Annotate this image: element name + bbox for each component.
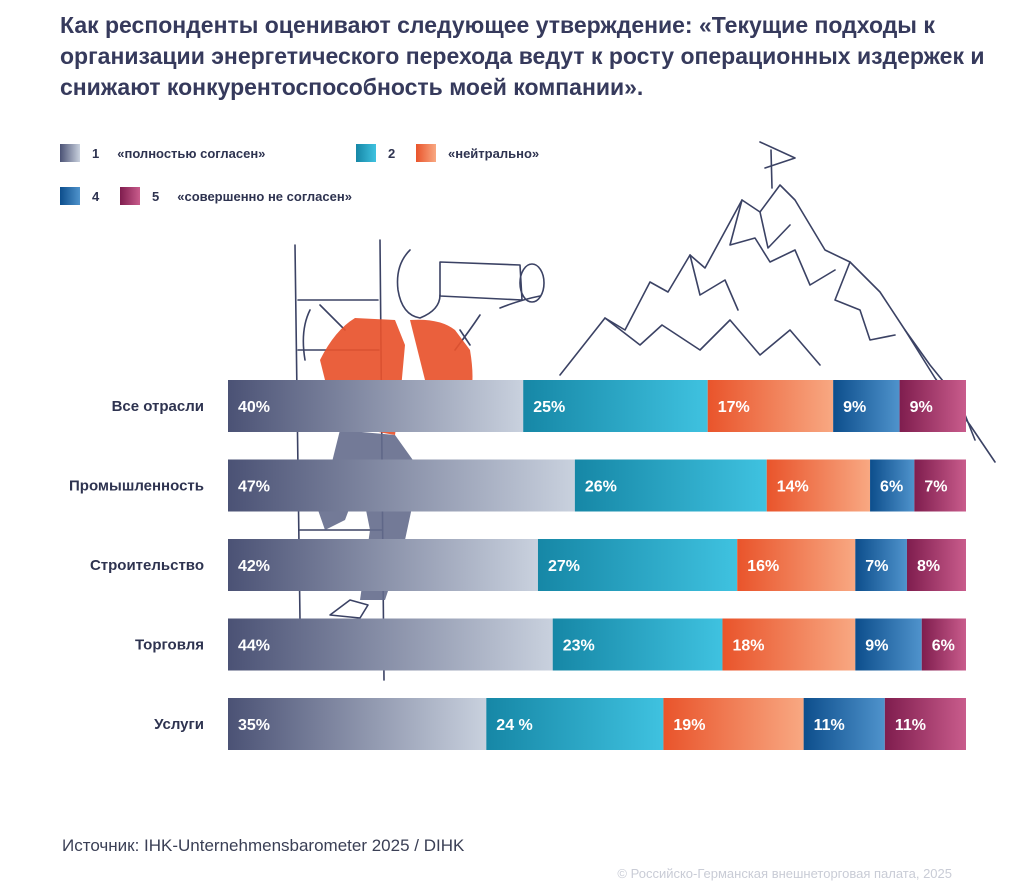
value-label: 11% — [814, 717, 845, 734]
bar-segment — [855, 539, 907, 591]
legend-swatch-1 — [60, 144, 80, 162]
value-label: 35% — [238, 717, 270, 734]
bar-segment — [486, 698, 664, 750]
bar-segment — [737, 539, 856, 591]
legend-number-1: 1 — [92, 145, 100, 161]
value-label: 27% — [548, 558, 580, 575]
bar-segment — [899, 380, 966, 432]
value-label: 16% — [747, 558, 779, 575]
legend-number-4: 4 — [92, 188, 100, 204]
value-label: 8% — [917, 558, 940, 575]
bar-segment — [537, 539, 738, 591]
bar-segment — [855, 618, 922, 671]
value-label: 17% — [718, 399, 750, 416]
bar-segment — [228, 618, 553, 671]
legend-number-5: 5 — [152, 188, 160, 204]
bar-segment — [870, 459, 915, 512]
value-label: 9% — [865, 638, 888, 655]
category-label: Все отрасли — [112, 398, 204, 415]
category-label: Торговля — [135, 637, 204, 654]
legend-label-5: «совершенно не согласен» — [177, 188, 352, 204]
value-label: 7% — [865, 558, 888, 575]
copyright-note: © Российско-Германская внешнеторговая па… — [617, 866, 952, 881]
bar-segment — [803, 698, 885, 750]
bars-layer: Все отрасли 40% 25% 17% 9% 9% Промышленность 47… — [69, 380, 966, 750]
legend-item-1: 1 «полностью согласен» — [60, 143, 265, 163]
legend-number-2: 2 — [388, 145, 396, 161]
value-label: 25% — [533, 399, 565, 416]
bar-segment — [663, 698, 804, 750]
value-label: 26% — [585, 479, 617, 496]
legend-swatch-3 — [416, 144, 436, 162]
value-label: 47% — [238, 479, 270, 496]
source-note: Источник: IHK-Unternehmensbarometer 2025… — [62, 836, 465, 855]
value-label: 9% — [910, 399, 933, 416]
category-label: Промышленность — [69, 478, 204, 495]
legend-label-1: «полностью согласен» — [117, 145, 266, 161]
bar-segment — [228, 380, 524, 432]
bar-segment — [552, 618, 723, 671]
legend-swatch-5 — [120, 187, 140, 205]
bar-segment — [228, 698, 487, 750]
legend-item-5: 5 «совершенно не согласен» — [120, 186, 352, 206]
value-label: 18% — [732, 638, 764, 655]
value-label: 24 % — [496, 717, 532, 734]
bar-segment — [523, 380, 708, 432]
value-label: 23% — [563, 638, 595, 655]
value-label: 40% — [238, 399, 270, 416]
bar-segment — [921, 618, 966, 671]
flag-pole-icon — [770, 149, 773, 189]
legend-item-2: 2 — [356, 143, 407, 163]
bar-segment — [906, 539, 966, 591]
legend-item-3: «нейтрально» — [416, 143, 539, 163]
category-label: Строительство — [90, 557, 204, 574]
bar-segment — [574, 459, 767, 512]
value-label: 7% — [924, 479, 947, 496]
value-label: 42% — [238, 558, 270, 575]
legend-swatch-4 — [60, 187, 80, 205]
bar-segment — [228, 539, 538, 591]
value-label: 6% — [880, 479, 903, 496]
bar-segment — [914, 459, 966, 512]
value-label: 19% — [673, 717, 705, 734]
bar-segment — [766, 459, 871, 512]
chart-title: Как респонденты оценивают следующее утве… — [60, 12, 985, 100]
bar-segment — [228, 459, 575, 512]
bar-segment — [884, 698, 966, 750]
value-label: 6% — [932, 638, 955, 655]
value-label: 11% — [895, 717, 926, 734]
bar-segment — [707, 380, 834, 432]
category-label: Услуги — [154, 716, 204, 733]
value-label: 44% — [238, 638, 270, 655]
bar-segment — [833, 380, 900, 432]
value-label: 14% — [777, 479, 809, 496]
value-label: 9% — [843, 399, 866, 416]
bar-segment — [722, 618, 856, 671]
legend-label-3: «нейтрально» — [448, 145, 540, 161]
legend-item-4: 4 — [60, 186, 123, 206]
legend-swatch-2 — [356, 144, 376, 162]
